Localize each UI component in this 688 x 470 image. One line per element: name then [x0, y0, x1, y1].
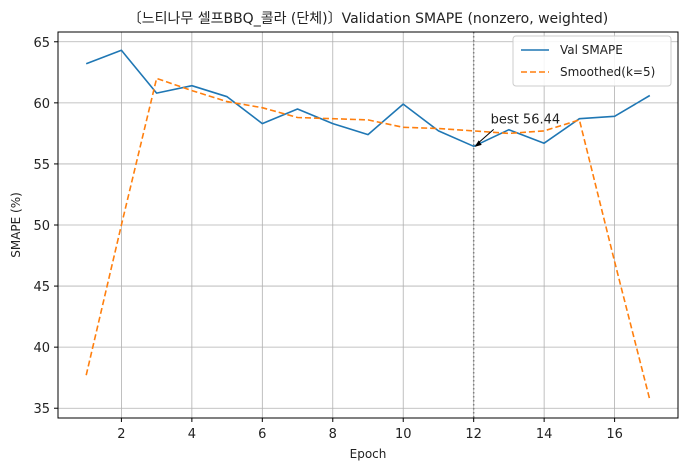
y-tick-label: 40 — [33, 341, 50, 356]
y-tick-label: 55 — [33, 158, 50, 173]
series-line-1 — [85, 49, 651, 148]
y-tick-label: 35 — [33, 402, 50, 417]
legend: Val SMAPE Smoothed(k=5) — [512, 35, 672, 87]
y-tick-label: 60 — [33, 97, 50, 112]
y-axis-label: SMAPE (%) — [9, 192, 23, 258]
annotation-layer: best 56.44 — [474, 112, 560, 147]
x-axis-label: Epoch — [350, 447, 387, 461]
legend-label-1: Val SMAPE — [560, 43, 623, 57]
annotation-arrow-head — [474, 140, 482, 147]
x-tick-label: 4 — [188, 427, 196, 442]
x-tick-label: 6 — [258, 427, 266, 442]
x-tick-label: 10 — [395, 427, 412, 442]
y-tick-label: 45 — [33, 280, 50, 295]
y-tick-label: 50 — [33, 219, 50, 234]
x-tick-label: 12 — [465, 427, 482, 442]
x-tick-label: 16 — [606, 427, 623, 442]
series-line-2 — [85, 77, 651, 400]
grid — [58, 32, 678, 418]
x-tick-label: 8 — [329, 427, 337, 442]
chart-title: 〔느티나무 셀프BBQ_콜라 (단체)〕Validation SMAPE (no… — [128, 11, 609, 27]
x-tick-label: 2 — [117, 427, 125, 442]
legend-box — [512, 35, 672, 87]
legend-label-2: Smoothed(k=5) — [560, 65, 655, 79]
annotation-label: best 56.44 — [491, 112, 560, 127]
ticks: 2 4 6 8 10 12 14 16 35 40 45 50 55 60 65 — [33, 36, 622, 442]
series-layer — [85, 49, 651, 400]
x-tick-label: 14 — [536, 427, 553, 442]
y-tick-label: 65 — [33, 36, 50, 51]
